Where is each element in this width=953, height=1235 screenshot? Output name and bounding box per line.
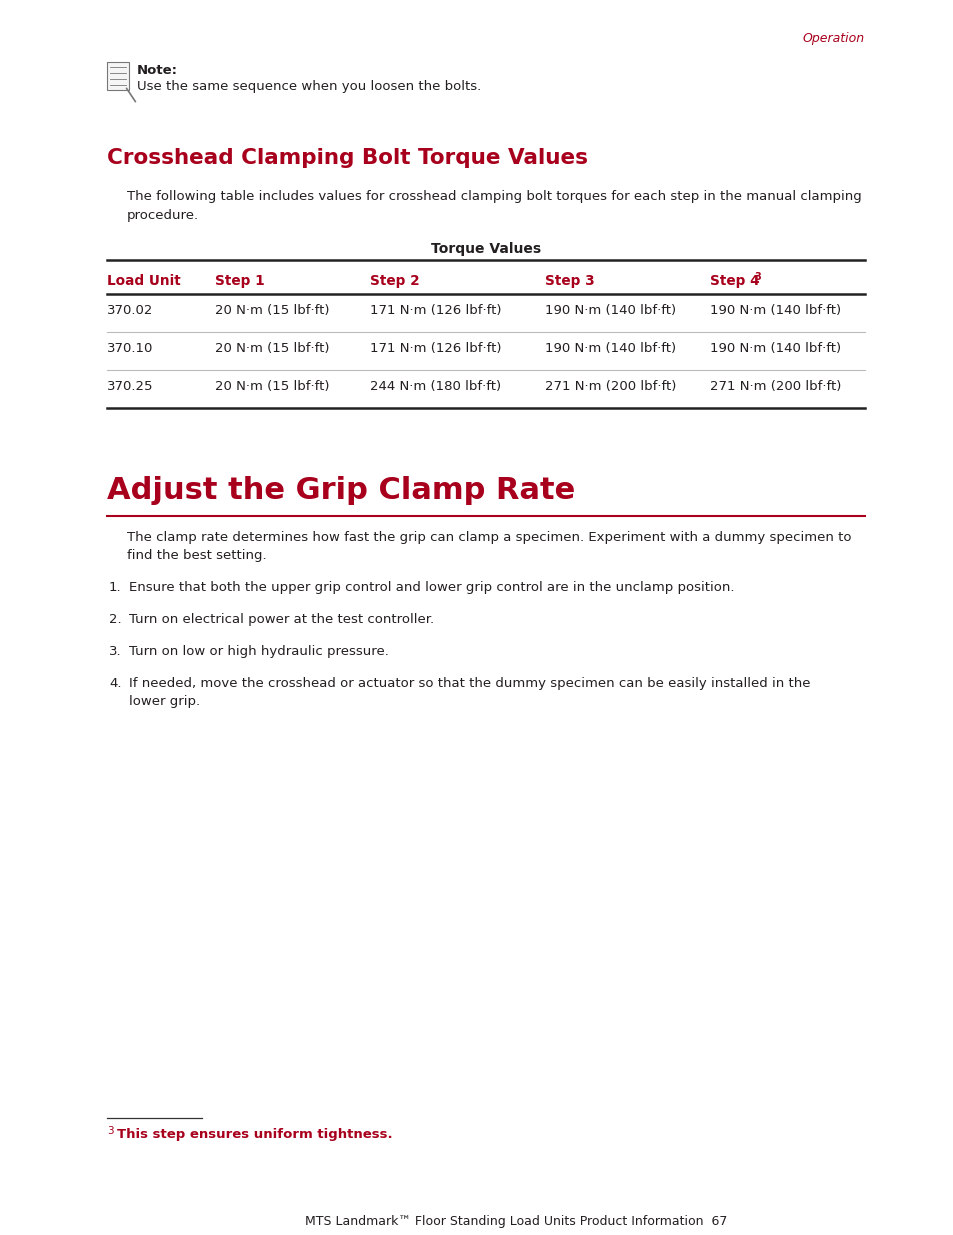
Text: Turn on electrical power at the test controller.: Turn on electrical power at the test con… [129,613,434,626]
Text: Turn on low or high hydraulic pressure.: Turn on low or high hydraulic pressure. [129,645,389,658]
Text: Step 1: Step 1 [214,274,265,288]
Text: 271 N·m (200 lbf·ft): 271 N·m (200 lbf·ft) [709,380,841,393]
Text: 20 N·m (15 lbf·ft): 20 N·m (15 lbf·ft) [214,380,329,393]
Text: 190 N·m (140 lbf·ft): 190 N·m (140 lbf·ft) [544,304,676,317]
Text: Note:: Note: [137,64,178,77]
Text: 1.: 1. [109,580,121,594]
Text: Step 3: Step 3 [544,274,594,288]
Text: 190 N·m (140 lbf·ft): 190 N·m (140 lbf·ft) [709,342,841,354]
Text: Crosshead Clamping Bolt Torque Values: Crosshead Clamping Bolt Torque Values [107,148,587,168]
Text: 20 N·m (15 lbf·ft): 20 N·m (15 lbf·ft) [214,304,329,317]
Text: 3.: 3. [109,645,121,658]
Text: The following table includes values for crosshead clamping bolt torques for each: The following table includes values for … [127,190,861,221]
Text: 3: 3 [107,1126,113,1136]
Text: Step 4: Step 4 [709,274,759,288]
Text: This step ensures uniform tightness.: This step ensures uniform tightness. [117,1128,393,1141]
FancyBboxPatch shape [107,62,129,90]
Text: 370.02: 370.02 [107,304,153,317]
Text: 244 N·m (180 lbf·ft): 244 N·m (180 lbf·ft) [370,380,500,393]
Text: 20 N·m (15 lbf·ft): 20 N·m (15 lbf·ft) [214,342,329,354]
Text: The clamp rate determines how fast the grip can clamp a specimen. Experiment wit: The clamp rate determines how fast the g… [127,531,851,562]
Text: Step 2: Step 2 [370,274,419,288]
Text: MTS Landmark™ Floor Standing Load Units Product Information  67: MTS Landmark™ Floor Standing Load Units … [305,1215,726,1228]
Text: 171 N·m (126 lbf·ft): 171 N·m (126 lbf·ft) [370,304,501,317]
Text: 4.: 4. [109,677,121,690]
Text: Load Unit: Load Unit [107,274,180,288]
Text: 171 N·m (126 lbf·ft): 171 N·m (126 lbf·ft) [370,342,501,354]
Text: 190 N·m (140 lbf·ft): 190 N·m (140 lbf·ft) [544,342,676,354]
Text: Ensure that both the upper grip control and lower grip control are in the unclam: Ensure that both the upper grip control … [129,580,734,594]
Text: 2.: 2. [109,613,121,626]
Text: Torque Values: Torque Values [431,242,540,256]
Text: Use the same sequence when you loosen the bolts.: Use the same sequence when you loosen th… [137,80,480,93]
Text: 190 N·m (140 lbf·ft): 190 N·m (140 lbf·ft) [709,304,841,317]
Text: If needed, move the crosshead or actuator so that the dummy specimen can be easi: If needed, move the crosshead or actuato… [129,677,810,709]
Text: 370.10: 370.10 [107,342,153,354]
Text: 271 N·m (200 lbf·ft): 271 N·m (200 lbf·ft) [544,380,676,393]
Text: 370.25: 370.25 [107,380,153,393]
Text: 3: 3 [753,272,760,282]
Text: Adjust the Grip Clamp Rate: Adjust the Grip Clamp Rate [107,475,575,505]
Text: Operation: Operation [802,32,864,44]
